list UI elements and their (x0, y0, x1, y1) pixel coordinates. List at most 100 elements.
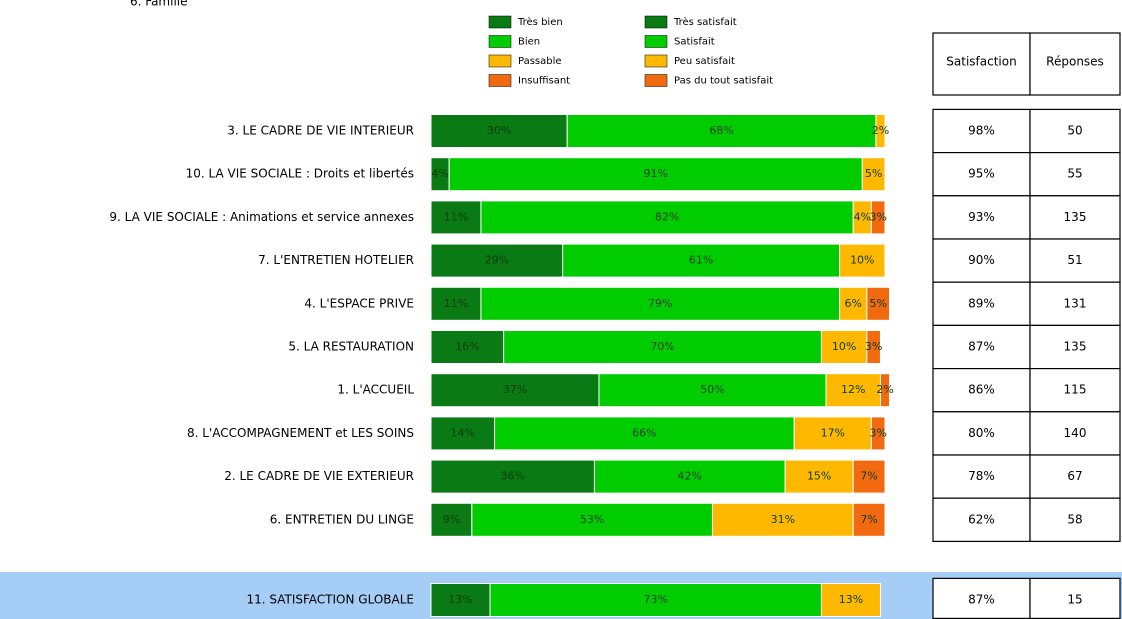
category-label: 1. L'ACCUEIL (337, 383, 414, 397)
table-value: 87% (968, 593, 995, 607)
legend-label: Pas du tout satisfait (674, 76, 773, 87)
bar-segment (503, 330, 822, 364)
bar-value-label: 3% (865, 340, 882, 353)
table-value: 51 (1067, 253, 1082, 267)
table-value: 131 (1064, 296, 1087, 310)
bar-value-label: 5% (869, 297, 886, 310)
bar-value-label: 5% (865, 167, 882, 180)
category-label: 7. L'ENTRETIEN HOTELIER (258, 253, 414, 267)
table-value: 58 (1067, 512, 1082, 526)
bar-value-label: 61% (689, 254, 713, 267)
bar-segment (852, 502, 886, 537)
table-value: 135 (1064, 210, 1087, 224)
bar-value-label: 36% (500, 470, 524, 483)
bar-value-label: 13% (448, 593, 472, 606)
legend-swatch (644, 54, 668, 68)
table-cell (1029, 368, 1121, 413)
bar-segment (448, 157, 863, 192)
bar-segment (784, 459, 854, 494)
bar-segment (480, 200, 854, 235)
bar-segment (820, 330, 868, 364)
category-label: 4. L'ESPACE PRIVE (304, 296, 414, 310)
bar-value-label: 7% (860, 470, 877, 483)
table-cell (932, 238, 1031, 283)
table-value: 87% (968, 340, 995, 354)
bar-segment (879, 373, 891, 408)
bar-segment (593, 459, 786, 494)
table-value: 78% (968, 469, 995, 483)
bar-value-label: 73% (644, 593, 668, 606)
table-cell (932, 108, 1031, 154)
category-label: 2. LE CADRE DE VIE EXTERIEUR (224, 469, 414, 483)
bar-value-label: 68% (709, 124, 733, 137)
bar-value-label: 2% (876, 383, 893, 396)
table-value: 55 (1067, 167, 1082, 181)
table-value: 95% (968, 167, 995, 181)
bar-segment (866, 330, 881, 364)
bar-segment (866, 286, 891, 321)
section-label: 6. Famille (130, 0, 188, 9)
bar-segment (430, 373, 600, 408)
bar-segment (430, 459, 595, 494)
bar-value-label: 3% (869, 210, 886, 223)
bar-value-label: 66% (632, 426, 656, 439)
bar-value-label: 82% (655, 210, 679, 223)
table-cell (932, 454, 1031, 499)
bar-value-label: 15% (807, 470, 831, 483)
table-cell (1029, 195, 1121, 240)
bar-value-label: 10% (832, 340, 856, 353)
legend-swatch (644, 15, 668, 29)
bar-value-label: 12% (841, 383, 865, 396)
bar-value-label: 31% (771, 513, 795, 526)
bar-value-label: 53% (580, 513, 604, 526)
bar-value-label: 50% (700, 383, 724, 396)
bar-value-label: 4% (431, 167, 448, 180)
legend-swatch (488, 74, 512, 87)
table-cell (932, 281, 1031, 327)
bar-segment (870, 416, 886, 451)
legend-label: Très satisfait (673, 16, 737, 28)
table-cell (1029, 411, 1121, 456)
bar-segment (839, 286, 868, 321)
bar-segment (852, 459, 886, 494)
bar-value-label: 79% (648, 297, 672, 310)
table-header-cell (1029, 32, 1121, 96)
bar-value-label: 37% (503, 383, 527, 396)
table-header: Satisfaction (946, 55, 1016, 69)
bar-segment (480, 286, 841, 321)
table-cell (932, 324, 1031, 370)
bar-segment (430, 243, 564, 278)
bar-segment (793, 416, 872, 451)
table-value: 62% (968, 512, 995, 526)
legend-swatch (488, 15, 512, 29)
category-label: 10. LA VIE SOCIALE : Droits et libertés (186, 167, 414, 181)
category-label: 9. LA VIE SOCIALE : Animations et servic… (109, 210, 414, 224)
legend-label: Bien (518, 37, 540, 48)
table-value: 93% (968, 210, 995, 224)
table-cell (932, 152, 1031, 197)
bar-value-label: 42% (678, 470, 702, 483)
bar-segment (430, 286, 482, 321)
category-label: 8. L'ACCOMPAGNEMENT et LES SOINS (187, 426, 414, 440)
legend-label: Insuffisant (518, 76, 570, 87)
legend-swatch (644, 35, 668, 48)
bar-value-label: 9% (443, 513, 460, 526)
bar-segment (562, 243, 841, 278)
legend-swatch (644, 74, 668, 87)
legend-label: Passable (518, 56, 562, 67)
bar-value-label: 7% (860, 513, 877, 526)
bar-value-label: 30% (487, 124, 511, 137)
table-cell (1029, 497, 1121, 543)
bar-value-label: 16% (455, 340, 479, 353)
table-header: Réponses (1046, 55, 1104, 69)
bar-value-label: 17% (821, 426, 845, 439)
table-cell (1029, 577, 1121, 619)
legend-swatch (488, 54, 512, 68)
bar-segment (430, 330, 505, 364)
legend-label: Peu satisfait (674, 56, 735, 67)
bar-segment (820, 583, 881, 617)
table-value: 15 (1067, 593, 1082, 607)
bar-segment (471, 502, 713, 537)
bar-value-label: 4% (854, 210, 871, 223)
